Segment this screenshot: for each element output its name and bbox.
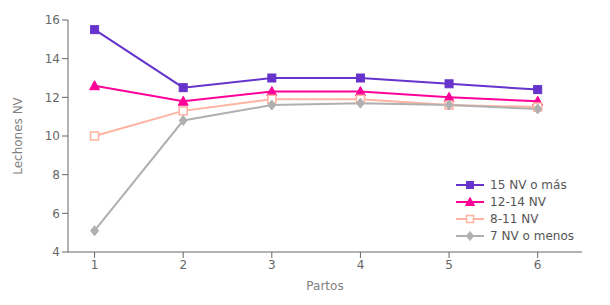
- svg-text:6: 6: [534, 258, 542, 272]
- svg-text:1: 1: [91, 258, 99, 272]
- svg-text:2: 2: [179, 258, 187, 272]
- svg-text:5: 5: [445, 258, 453, 272]
- html-text:15 NV o más: 15 NV o más: [490, 177, 567, 192]
- svg-text:3: 3: [268, 258, 276, 272]
- svg-text:6: 6: [52, 207, 60, 221]
- html-text:12-14 NV: 12-14 NV: [490, 194, 546, 209]
- svg-text:4: 4: [357, 258, 365, 272]
- svg-text:16: 16: [45, 13, 60, 27]
- svg-text:4: 4: [52, 245, 60, 259]
- svg-text:10: 10: [45, 129, 60, 143]
- svg-text:14: 14: [45, 52, 60, 66]
- svg-text:Lechones NV: Lechones NV: [11, 96, 25, 174]
- svg-text:8: 8: [52, 168, 60, 182]
- svg-text:12: 12: [45, 91, 60, 105]
- html-text:7 NV o menos: 7 NV o menos: [490, 228, 574, 243]
- html-text:8-11 NV: 8-11 NV: [490, 211, 539, 226]
- svg-text:Partos: Partos: [306, 279, 343, 293]
